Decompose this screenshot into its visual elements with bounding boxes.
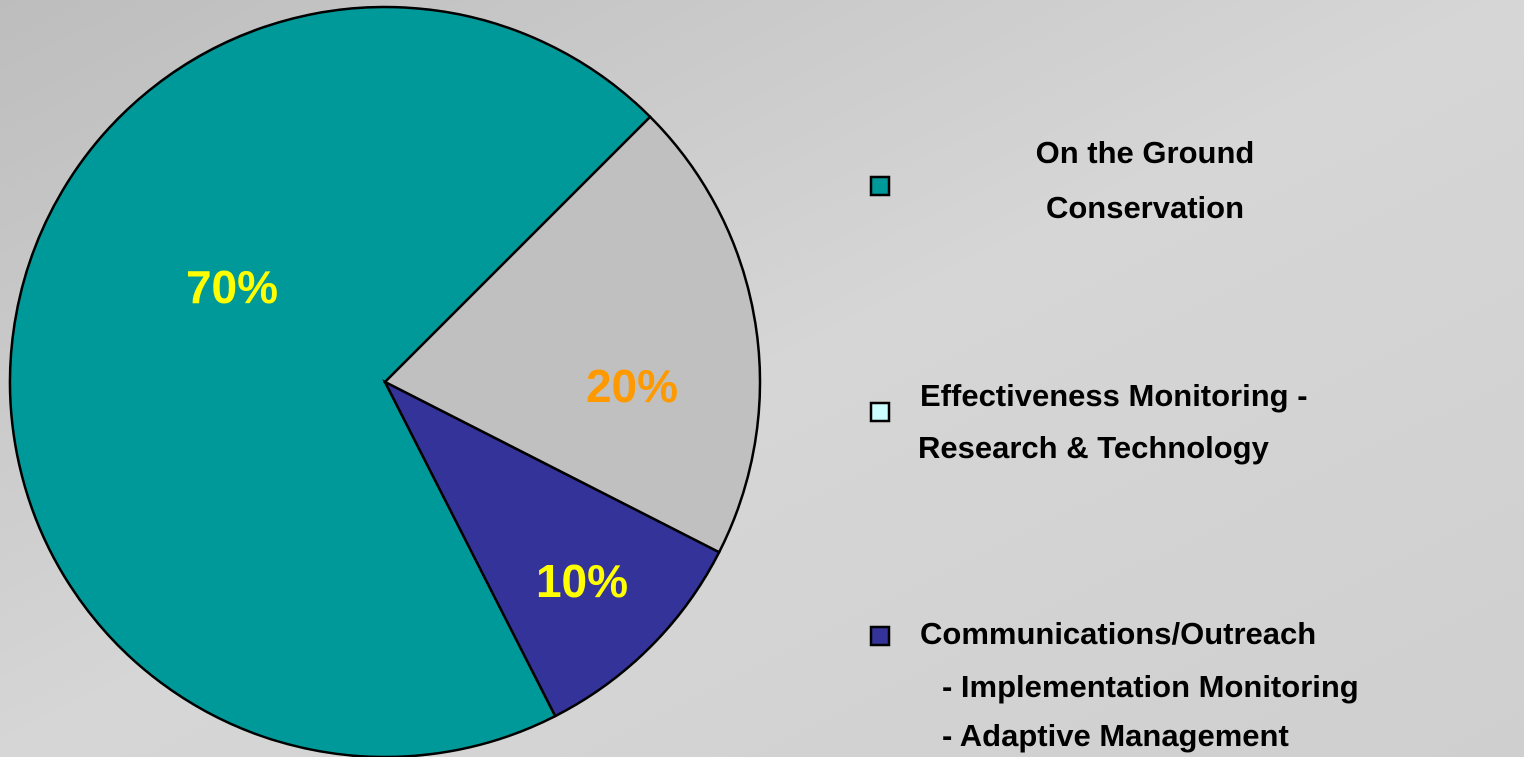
- legend-label: Research & Technology: [918, 430, 1270, 465]
- legend-label: Communications/Outreach: [920, 616, 1316, 651]
- value-label: 10%: [536, 555, 628, 607]
- value-label: 70%: [186, 261, 278, 313]
- legend-label: Effectiveness Monitoring -: [920, 378, 1308, 413]
- legend-label: - Adaptive Management: [942, 718, 1289, 753]
- legend-label: - Implementation Monitoring: [942, 669, 1359, 704]
- chart: 70% 20% 10% On the Ground Conservation Effect…: [0, 0, 1524, 757]
- legend-label: Conservation: [1046, 190, 1244, 225]
- value-label: 20%: [586, 360, 678, 412]
- legend-swatch: [871, 627, 889, 645]
- legend-swatch: [871, 177, 889, 195]
- legend-label: On the Ground: [1036, 135, 1255, 170]
- legend-swatch: [871, 403, 889, 421]
